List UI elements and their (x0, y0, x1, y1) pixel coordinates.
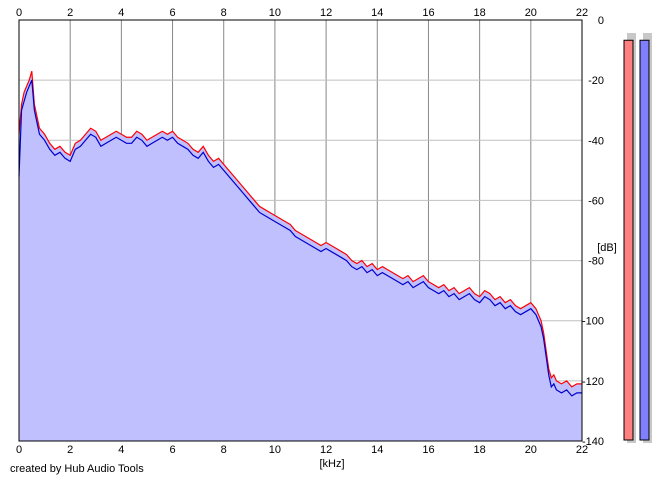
y-axis-label: [dB] (597, 242, 617, 254)
y-tick-label: -140 (582, 436, 604, 448)
y-tick-label: -60 (588, 195, 604, 207)
level-meter-2 (639, 39, 650, 441)
y-tick-label: -120 (582, 376, 604, 388)
x-tick-labels-top: 0 2 4 6 8 10 12 14 16 18 20 22 (16, 7, 588, 19)
x-tick-label-bottom: 20 (525, 444, 537, 456)
x-tick-label-top: 16 (422, 7, 434, 19)
x-tick-label-top: 14 (371, 7, 383, 19)
x-tick-label-bottom: 0 (16, 444, 22, 456)
x-axis-label: [kHz] (319, 458, 344, 470)
y-tick-label: -80 (588, 256, 604, 268)
y-tick-labels: 0 -20 -40 -60 -80 -100 -120 -140 (582, 15, 604, 448)
x-tick-label-top: 0 (16, 7, 22, 19)
credit-text: created by Hub Audio Tools (10, 463, 144, 475)
series-lines (18, 70, 582, 397)
y-tick-label: -40 (588, 135, 604, 147)
series-line-1 (18, 70, 582, 388)
x-tick-label-bottom: 4 (118, 444, 124, 456)
y-tick-label: -100 (582, 316, 604, 328)
x-tick-label-top: 10 (269, 7, 281, 19)
x-tick-label-bottom: 22 (576, 444, 588, 456)
x-tick-label-top: 20 (525, 7, 537, 19)
x-tick-labels-bottom: 0 2 4 6 8 10 12 14 16 18 20 22 (16, 444, 588, 456)
x-tick-label-bottom: 16 (422, 444, 434, 456)
x-tick-label-top: 12 (320, 7, 332, 19)
x-tick-label-bottom: 14 (371, 444, 383, 456)
x-tick-label-bottom: 18 (474, 444, 486, 456)
spectrum-area-fill (19, 71, 582, 441)
level-meters (623, 33, 652, 443)
plot-frame (18, 19, 583, 442)
y-tick-label: -20 (588, 75, 604, 87)
x-tick-label-top: 22 (576, 7, 588, 19)
x-tick-label-top: 8 (221, 7, 227, 19)
x-tick-label-top: 18 (474, 7, 486, 19)
x-tick-label-top: 4 (118, 7, 124, 19)
x-tick-label-top: 2 (67, 7, 73, 19)
x-tick-label-bottom: 2 (67, 444, 73, 456)
level-meter-1 (623, 39, 634, 441)
x-tick-label-bottom: 6 (169, 444, 175, 456)
x-tick-label-top: 6 (169, 7, 175, 19)
x-tick-label-bottom: 10 (269, 444, 281, 456)
y-tick-label: 0 (598, 15, 604, 27)
x-tick-label-bottom: 8 (221, 444, 227, 456)
series-line-2 (18, 79, 582, 397)
x-tick-label-bottom: 12 (320, 444, 332, 456)
